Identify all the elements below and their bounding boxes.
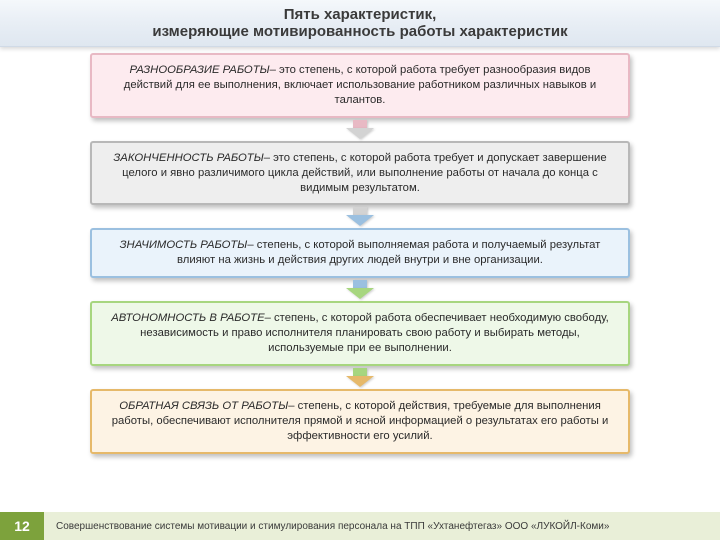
title-line-1: Пять характеристик,	[0, 6, 720, 23]
box-5: ОБРАТНАЯ СВЯЗЬ ОТ РАБОТЫ– степень, с кот…	[90, 389, 630, 454]
slide-title: Пять характеристик, измеряющие мотивиров…	[0, 0, 720, 47]
slide-root: Пять характеристик, измеряющие мотивиров…	[0, 0, 720, 540]
arrow-1-stem	[353, 120, 367, 128]
arrow-2-stem	[353, 207, 367, 215]
box-2-term: ЗАКОНЧЕННОСТЬ РАБОТЫ	[113, 152, 263, 164]
arrow-4-head	[346, 376, 374, 387]
footer-text: Совершенствование системы мотивации и ст…	[44, 512, 720, 540]
box-4: АВТОНОМНОСТЬ В РАБОТЕ– степень, с которо…	[90, 301, 630, 366]
footer: 12 Совершенствование системы мотивации и…	[0, 512, 720, 540]
arrow-3-stem	[353, 280, 367, 288]
arrow-4	[346, 368, 374, 387]
arrow-1	[346, 120, 374, 139]
box-1-term: РАЗНООБРАЗИЕ РАБОТЫ	[130, 64, 270, 76]
flow-stage: РАЗНООБРАЗИЕ РАБОТЫ– это степень, с кото…	[0, 53, 720, 454]
arrow-2-head	[346, 215, 374, 226]
arrow-3	[346, 280, 374, 299]
box-3: ЗНАЧИМОСТЬ РАБОТЫ– степень, с которой вы…	[90, 228, 630, 278]
box-4-term: АВТОНОМНОСТЬ В РАБОТЕ	[111, 312, 264, 324]
page-number: 12	[0, 512, 44, 540]
box-1: РАЗНООБРАЗИЕ РАБОТЫ– это степень, с кото…	[90, 53, 630, 118]
arrow-4-stem	[353, 368, 367, 376]
title-line-2: измеряющие мотивированность работы харак…	[0, 23, 720, 40]
arrow-3-head	[346, 288, 374, 299]
arrow-1-head	[346, 128, 374, 139]
box-5-term: ОБРАТНАЯ СВЯЗЬ ОТ РАБОТЫ	[119, 400, 288, 412]
box-2: ЗАКОНЧЕННОСТЬ РАБОТЫ– это степень, с кот…	[90, 141, 630, 206]
arrow-2	[346, 207, 374, 226]
box-3-term: ЗНАЧИМОСТЬ РАБОТЫ	[120, 239, 248, 251]
